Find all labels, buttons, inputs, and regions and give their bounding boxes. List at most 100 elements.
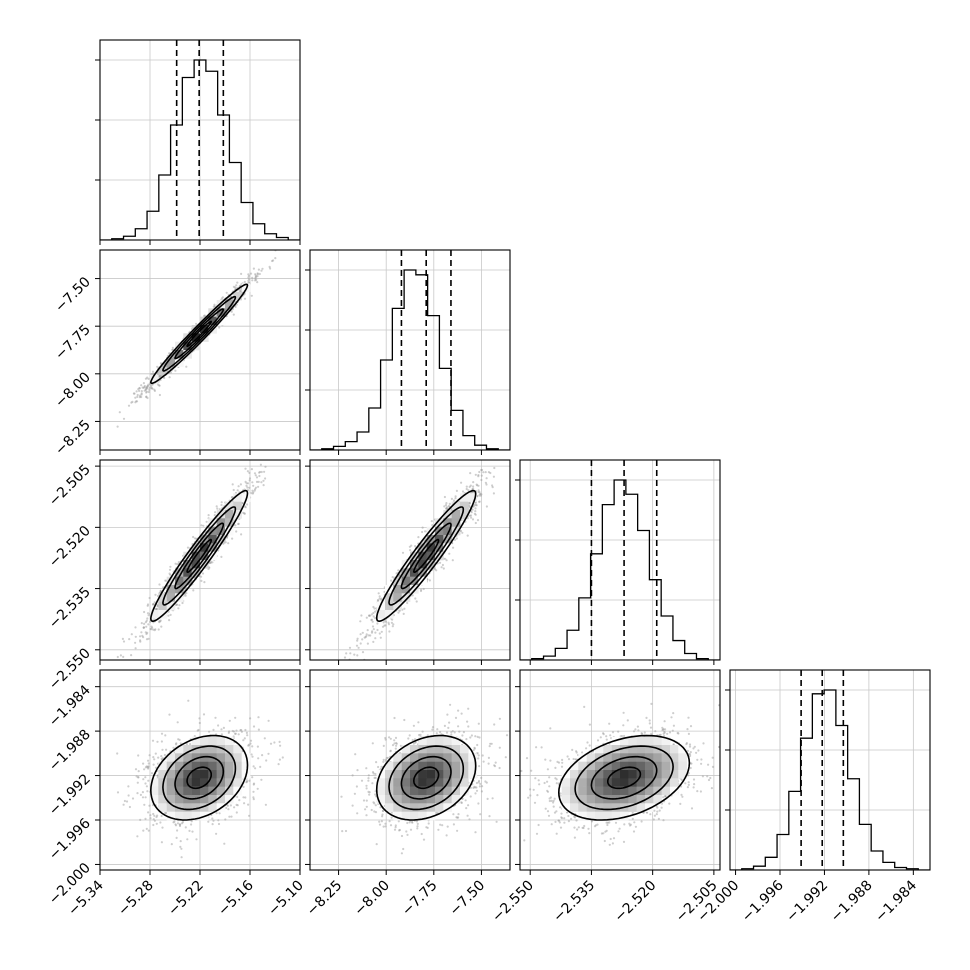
sample-point [156, 365, 159, 368]
sample-point [376, 628, 379, 632]
sample-point [264, 465, 267, 468]
sample-point [143, 389, 146, 392]
sample-point [409, 549, 412, 552]
grid-lines [310, 250, 510, 450]
density-cell [376, 610, 386, 619]
density-cell [225, 300, 234, 309]
sample-point [361, 631, 364, 634]
sample-point [264, 477, 267, 480]
sample-point [263, 470, 266, 473]
sample-point [440, 566, 443, 569]
sample-point [261, 267, 264, 270]
density-cell [233, 493, 242, 502]
sample-point [397, 611, 400, 614]
sample-point [121, 637, 124, 641]
sample-point [231, 483, 234, 486]
sample-point [256, 281, 259, 284]
density-cell [166, 576, 176, 586]
sample-point [215, 505, 218, 508]
sample-point [147, 623, 150, 626]
sample-point [251, 279, 254, 282]
y-tick-label: −2.535 [46, 584, 94, 632]
sample-point [140, 393, 143, 396]
sample-point [140, 384, 143, 387]
density-cell [175, 576, 184, 586]
sample-point [140, 390, 143, 393]
sample-point [480, 468, 484, 472]
sample-point [142, 382, 145, 385]
y-tick-label: −8.00 [52, 369, 94, 411]
sample-point [452, 499, 456, 502]
sample-point [477, 474, 480, 477]
panel-frame [309, 249, 511, 451]
sample-point [203, 581, 206, 584]
sample-point [221, 296, 224, 299]
sample-point [256, 272, 259, 275]
sample-point [376, 622, 379, 625]
sample-point [192, 535, 195, 539]
sample-point [130, 401, 133, 404]
sample-point [248, 477, 252, 480]
sample-point [181, 601, 184, 605]
sample-point [177, 607, 180, 610]
sample-point [477, 489, 480, 492]
sample-point [403, 607, 406, 610]
sample-point [227, 542, 230, 545]
density-cell [435, 535, 444, 544]
sample-point [147, 614, 150, 617]
sample-point [169, 565, 172, 568]
sample-point [118, 411, 121, 414]
sample-point [136, 393, 139, 397]
sample-point [355, 644, 359, 647]
sample-point [213, 514, 216, 517]
sample-point [479, 493, 482, 496]
sample-point [146, 396, 149, 400]
density-cell [435, 518, 444, 527]
grid-lines [100, 40, 300, 240]
sample-point [246, 470, 249, 473]
sample-point [388, 630, 391, 633]
sample-point [387, 623, 391, 626]
sample-point [138, 389, 141, 392]
sample-point [122, 640, 126, 643]
sample-point [246, 503, 249, 506]
sample-point [489, 471, 492, 475]
sample-point [249, 272, 253, 275]
sample-point [178, 604, 181, 607]
sample-point [243, 512, 246, 515]
sample-point [258, 470, 262, 474]
sample-point [214, 511, 217, 514]
sample-point [262, 479, 265, 482]
sample-point [439, 561, 442, 564]
sample-point [139, 640, 142, 643]
sample-point [140, 622, 143, 625]
sample-point [255, 275, 258, 278]
density-cell [166, 358, 176, 367]
y-tick-label: −2.505 [46, 462, 94, 510]
sample-point [424, 530, 427, 533]
sample-point [235, 530, 238, 533]
sample-point [202, 524, 205, 527]
histogram-0 [100, 59, 300, 240]
sample-point [167, 614, 170, 617]
sample-point [143, 384, 146, 388]
contour-level [186, 320, 212, 347]
sample-point [359, 633, 362, 636]
sample-point [143, 610, 146, 614]
sample-point [435, 569, 438, 572]
sample-point [122, 655, 125, 659]
sample-point [472, 481, 475, 484]
y-tick-label: −7.50 [52, 274, 94, 316]
sample-point [474, 473, 477, 476]
sample-point [377, 599, 380, 602]
sample-point [240, 533, 243, 536]
sample-point [186, 546, 190, 549]
sample-point [366, 629, 369, 632]
sample-point [371, 625, 375, 628]
contour-level [162, 506, 237, 606]
density-cell [393, 585, 402, 594]
sample-point [401, 551, 405, 554]
sample-point [452, 546, 455, 549]
sample-point [414, 545, 417, 548]
density-cell [385, 610, 394, 619]
